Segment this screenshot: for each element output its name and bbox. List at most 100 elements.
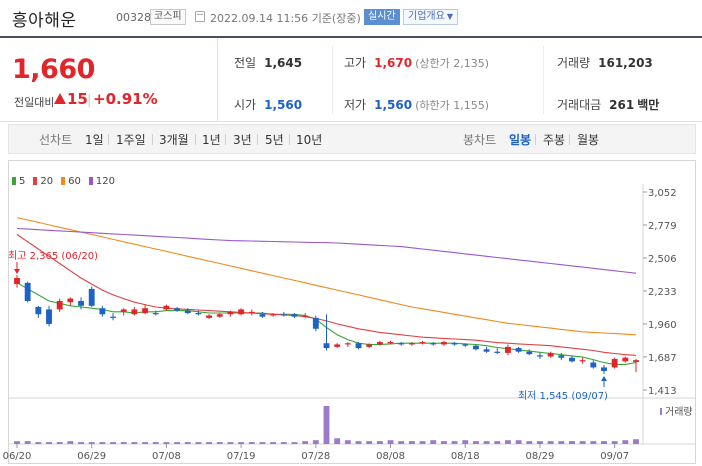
volume: 거래량 161,203: [557, 56, 653, 70]
candle-body: [238, 309, 245, 315]
current-price-panel: 1,660 전일대비 15 | +0.91%: [0, 38, 218, 122]
volume-label: 거래량: [665, 406, 693, 418]
up-arrow-icon: [54, 93, 66, 104]
stock-code: 003280: [116, 11, 158, 24]
volume-bar: [163, 442, 170, 444]
candle-body: [270, 314, 277, 316]
volume-bar: [387, 440, 394, 444]
candle-body: [152, 313, 159, 315]
candle-body: [216, 314, 223, 317]
period-daily[interactable]: 일봉: [509, 133, 532, 147]
candle-body: [110, 316, 116, 318]
period-1y[interactable]: 1년: [202, 133, 221, 147]
volume-bar: [110, 442, 116, 444]
period-selector: 선차트 1일 1주일 3개월 1년 3년 5년 10년 봉차트 일봉 주봉 월봉: [8, 124, 696, 154]
candle-body: [131, 309, 138, 315]
y-tick-label: 2,233: [648, 287, 677, 298]
period-3m[interactable]: 3개월: [159, 133, 189, 147]
x-tick-label: 08/29: [526, 451, 555, 462]
volume-bar: [280, 442, 287, 444]
chevron-down-icon: ▼: [446, 12, 453, 21]
prev-close: 전일 1,645: [234, 56, 303, 70]
volume-bar: [227, 442, 234, 444]
volume-bar: [56, 442, 63, 444]
chart-frame: [8, 160, 696, 464]
y-tick-label: 3,052: [648, 188, 677, 199]
candle-body: [504, 346, 511, 353]
change-percent: +0.91%: [93, 90, 158, 108]
y-tick-label: 1,413: [648, 386, 677, 397]
divider: [569, 134, 570, 145]
legend-swatch: [61, 177, 66, 185]
period-1d[interactable]: 1일: [85, 133, 104, 147]
volume-bar: [206, 442, 213, 444]
candle-body: [163, 305, 170, 310]
candle-body: [611, 358, 618, 368]
volume-bar: [408, 441, 415, 444]
company-overview-dropdown[interactable]: 기업개요 ▼: [403, 9, 458, 25]
quote-summary: 1,660 전일대비 15 | +0.91% 전일 1,645 고가 1,670 (상…: [0, 36, 702, 122]
candle-body: [280, 314, 287, 316]
low-arrowhead: [600, 376, 607, 382]
volume-bar: [440, 441, 447, 444]
change-label: 전일대비: [14, 96, 55, 109]
candle-body: [494, 351, 501, 353]
line-chart-label: 선차트: [39, 133, 73, 147]
period-3y[interactable]: 3년: [233, 133, 252, 147]
candle-body: [334, 344, 341, 347]
volume-bar: [462, 440, 469, 444]
volume-bar: [537, 441, 543, 444]
y-tick-label: 1,960: [648, 320, 677, 331]
day-low: 저가 1,560 (하한가 1,155): [344, 98, 489, 112]
volume-bar: [195, 442, 202, 444]
candle-body: [195, 313, 202, 315]
period-5y[interactable]: 5년: [265, 133, 284, 147]
volume-bar: [569, 441, 575, 444]
candle-body: [526, 351, 533, 355]
period-weekly[interactable]: 주봉: [543, 133, 566, 147]
trade-value: 거래대금 261 백만: [557, 98, 660, 112]
x-tick-label: 09/07: [600, 451, 629, 462]
legend-ma-5: 5: [12, 176, 25, 187]
day-high: 고가 1,670 (상한가 2,135): [344, 56, 489, 70]
realtime-button[interactable]: 실시간: [364, 9, 400, 25]
candle-chart-label: 봉차트: [463, 133, 497, 147]
change-amount: 15: [67, 90, 88, 108]
x-tick-label: 07/28: [301, 451, 330, 462]
stock-header: 흥아해운 003280 코스피 2022.09.14 11:56 기준(장중) …: [0, 0, 702, 36]
quote-datetime: 2022.09.14 11:56 기준(장중): [210, 12, 361, 25]
candle-body: [312, 317, 319, 329]
divider: [289, 134, 290, 145]
volume-bar: [14, 441, 20, 444]
candle-body: [387, 342, 394, 344]
market-badge: 코스피: [150, 9, 186, 25]
volume-bar: [504, 440, 511, 444]
volume-bar: [323, 406, 330, 444]
volume-bar: [302, 441, 309, 444]
volume-bar: [142, 442, 149, 444]
volume-bar: [238, 442, 245, 444]
divider: [195, 134, 196, 145]
legend-ma-60: 60: [61, 176, 81, 187]
volume-bar: [622, 440, 629, 444]
legend-swatch: [12, 177, 16, 185]
volume-bar: [152, 442, 159, 444]
candle-body: [227, 311, 234, 315]
period-10y[interactable]: 10년: [296, 133, 323, 147]
candle-body: [483, 349, 490, 352]
high-arrowhead: [14, 268, 20, 274]
volume-bar: [259, 442, 266, 444]
y-tick-label: 2,506: [648, 254, 677, 265]
period-monthly[interactable]: 월봉: [577, 133, 600, 147]
candle-body: [259, 314, 266, 317]
legend-swatch: [88, 177, 93, 185]
candle-body: [376, 342, 383, 345]
period-1w[interactable]: 1주일: [116, 133, 146, 147]
candle-body: [302, 315, 309, 317]
candle-body: [323, 343, 330, 349]
volume-bar: [88, 442, 95, 444]
divider: [332, 46, 333, 114]
candle-body: [344, 343, 351, 345]
divider: [108, 134, 109, 145]
